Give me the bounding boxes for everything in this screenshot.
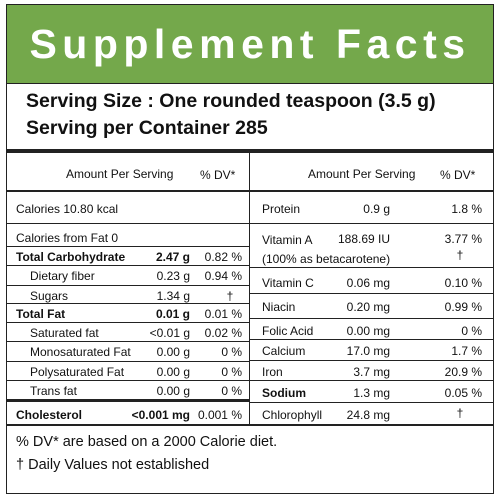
- nutrient-dv: 0.94 %: [204, 269, 242, 283]
- nutrient-amount: 0.20 mg: [346, 300, 390, 314]
- nutrient-amount: 0.00 mg: [346, 324, 390, 338]
- serving-size: Serving Size : One rounded teaspoon (3.5…: [26, 90, 436, 112]
- rule: [6, 361, 249, 362]
- nutrient-dv: 0 %: [221, 384, 242, 398]
- nutrient-dv: 0.10 %: [444, 276, 482, 290]
- nutrient-dv: 20.9 %: [444, 365, 482, 379]
- nutrient-name: Protein: [262, 202, 301, 216]
- nutrient-amount: 188.69 IU: [338, 232, 391, 246]
- nutrient-amount: 1.34 g: [156, 289, 190, 303]
- nutrient-name: Cholesterol: [16, 408, 83, 422]
- rule: [6, 303, 249, 304]
- nutrient-dv: 1.7 %: [451, 344, 482, 358]
- title-banner: Supplement Facts: [6, 4, 494, 84]
- footnote-dagger: † Daily Values not established: [16, 457, 210, 473]
- nutrient-dv: 0 %: [221, 345, 242, 359]
- nutrient-amount: 1.3 mg: [353, 386, 390, 400]
- nutrient-name: Iron: [262, 365, 283, 379]
- nutrient-name: Saturated fat: [30, 326, 99, 340]
- thick-divider: [6, 149, 494, 153]
- nutrient-subnote: (100% as betacarotene): [262, 252, 391, 266]
- nutrient-amount: 24.8 mg: [346, 408, 390, 422]
- column-divider: [249, 153, 250, 426]
- rule: [6, 265, 249, 266]
- rule: [250, 293, 494, 294]
- nutrient-name: Chlorophyll: [262, 408, 323, 422]
- nutrient-name: Total Carbohydrate: [16, 250, 126, 264]
- rule: [250, 380, 494, 381]
- nutrient-name: Vitamin A: [262, 233, 313, 247]
- nutrient-name: Folic Acid: [262, 324, 314, 338]
- nutrient-dv: 3.77 %: [444, 232, 482, 246]
- right-header-amount: Amount Per Serving: [308, 167, 416, 181]
- nutrient-name: Polysaturated Fat: [30, 365, 125, 379]
- nutrient-amount: 0.01 g: [120, 307, 190, 321]
- nutrient-amount: 0.00 g: [156, 365, 190, 379]
- left-header-amount: Amount Per Serving: [66, 167, 174, 181]
- nutrient-dv: 0.001 %: [197, 408, 242, 422]
- rule: [6, 322, 249, 323]
- calories-from-fat: Calories from Fat 0: [16, 231, 119, 245]
- servings-per-container: Serving per Container 285: [26, 117, 268, 139]
- nutrient-name: Trans fat: [30, 384, 77, 398]
- rule: [250, 267, 494, 268]
- thick-rule: [6, 399, 249, 402]
- nutrient-dv: †: [190, 289, 242, 303]
- nutrient-name: Sugars: [30, 289, 69, 303]
- right-header-dv: % DV*: [440, 168, 476, 182]
- rule: [250, 223, 494, 224]
- calories: Calories 10.80 kcal: [16, 202, 119, 216]
- nutrient-amount: <0.01 g: [149, 326, 190, 340]
- nutrient-dv: 0.01 %: [204, 307, 242, 321]
- header-divider: [6, 190, 494, 192]
- nutrient-name: Sodium: [262, 386, 306, 400]
- dagger-mark: †: [226, 289, 234, 303]
- left-header-dv: % DV*: [200, 168, 236, 182]
- nutrient-name: Total Fat: [16, 307, 66, 321]
- rule: [250, 339, 494, 340]
- nutrient-name: Monosaturated Fat: [30, 345, 131, 359]
- nutrient-dv: 0.82 %: [204, 250, 242, 264]
- footnote-dv: % DV* are based on a 2000 Calorie diet.: [16, 434, 278, 450]
- nutrient-dv: 0 %: [461, 324, 482, 338]
- nutrient-dv: 1.8 %: [451, 202, 482, 216]
- nutrient-amount-value: 0.01 g: [155, 307, 190, 321]
- nutrient-amount: 0.00 g: [156, 345, 190, 359]
- rule: [250, 402, 494, 403]
- nutrient-amount: 17.0 mg: [346, 344, 390, 358]
- rule: [6, 246, 249, 247]
- nutrient-amount: 0.9 g: [363, 202, 390, 216]
- nutrient-amount: 2.47 g: [155, 250, 190, 264]
- nutrient-amount: <0.001 mg: [131, 408, 190, 422]
- nutrient-name: Niacin: [262, 300, 296, 314]
- table-bottom-divider: [6, 424, 494, 426]
- rule: [250, 360, 494, 361]
- dagger-mark: †: [456, 248, 464, 262]
- nutrient-name: Vitamin C: [262, 276, 314, 290]
- nutrient-dv: 0.05 %: [444, 386, 482, 400]
- rule: [6, 223, 249, 224]
- nutrient-amount: 0.06 mg: [346, 276, 390, 290]
- nutrient-amount: 0.23 g: [156, 269, 190, 283]
- rule: [6, 285, 249, 286]
- nutrient-dv: 0.99 %: [444, 300, 482, 314]
- rule: [250, 318, 494, 319]
- nutrient-dv: 0 %: [221, 365, 242, 379]
- rule: [6, 380, 249, 381]
- nutrient-amount: 0.00 g: [156, 384, 190, 398]
- nutrient-name: Dietary fiber: [30, 269, 95, 283]
- nutrient-amount: 3.7 mg: [353, 365, 390, 379]
- nutrient-name: Calcium: [262, 344, 306, 358]
- rule: [6, 341, 249, 342]
- nutrient-dv: 0.02 %: [204, 326, 242, 340]
- page-title: Supplement Facts: [29, 20, 471, 67]
- dagger-mark: †: [456, 406, 464, 420]
